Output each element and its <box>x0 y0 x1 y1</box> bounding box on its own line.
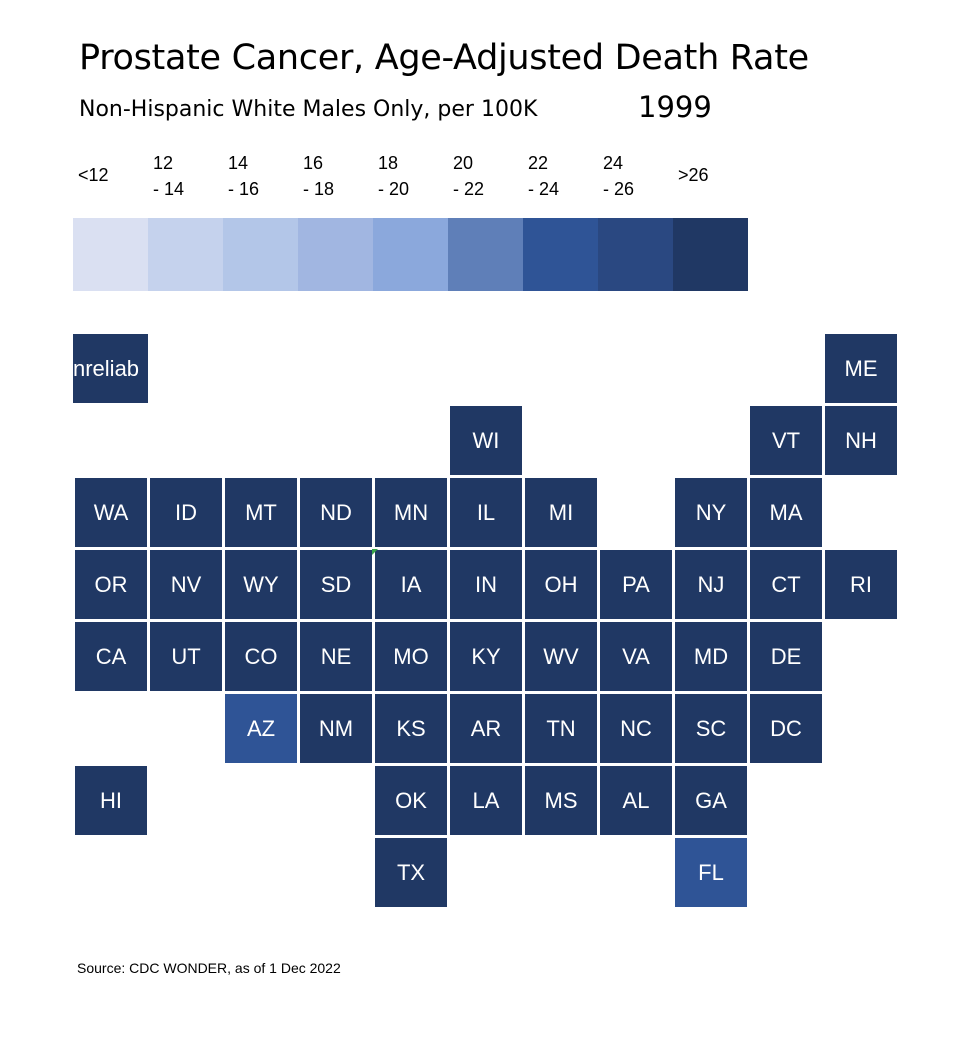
state-tile: IN <box>450 550 522 619</box>
state-tile: UT <box>150 622 222 691</box>
state-tile: CA <box>75 622 147 691</box>
state-tile: SC <box>675 694 747 763</box>
state-tile: IA <box>375 550 447 619</box>
state-tile: HI <box>75 766 147 835</box>
state-tile: TN <box>525 694 597 763</box>
legend-label: 20 - 22 <box>453 153 485 199</box>
legend-swatch <box>448 218 523 291</box>
state-tile: LA <box>450 766 522 835</box>
legend-label: 24 - 26 <box>603 153 635 199</box>
state-tile: SD <box>300 550 372 619</box>
state-tile: CT <box>750 550 822 619</box>
state-tile: MT <box>225 478 297 547</box>
state-tile: OH <box>525 550 597 619</box>
state-tile: TX <box>375 838 447 907</box>
state-tile: MA <box>750 478 822 547</box>
corner-marker <box>372 549 378 555</box>
state-tile: MI <box>525 478 597 547</box>
legend-label: 14 - 16 <box>228 153 260 199</box>
state-tile: NJ <box>675 550 747 619</box>
state-tile: CO <box>225 622 297 691</box>
state-tile: NY <box>675 478 747 547</box>
state-tile: VT <box>750 406 822 475</box>
legend-swatch <box>373 218 448 291</box>
state-tile: WY <box>225 550 297 619</box>
state-tile: MO <box>375 622 447 691</box>
chart-title: Prostate Cancer, Age-Adjusted Death Rate <box>79 38 809 78</box>
state-tile: ME <box>825 334 897 403</box>
legend-swatch <box>73 218 148 291</box>
year-label: 1999 <box>638 90 712 124</box>
chart-subtitle: Non-Hispanic White Males Only, per 100K <box>79 97 538 122</box>
state-tile: AZ <box>225 694 297 763</box>
state-tile: NC <box>600 694 672 763</box>
state-tile: KY <box>450 622 522 691</box>
state-tile: RI <box>825 550 897 619</box>
legend-swatch <box>598 218 673 291</box>
legend-label: 16 - 18 <box>303 153 335 199</box>
state-tile: IL <box>450 478 522 547</box>
legend-label: 18 - 20 <box>378 153 410 199</box>
legend-label: 22 - 24 <box>528 153 560 199</box>
state-tile: NE <box>300 622 372 691</box>
state-tile: ND <box>300 478 372 547</box>
state-tile: DE <box>750 622 822 691</box>
state-tile: NM <box>300 694 372 763</box>
state-tile: OR <box>75 550 147 619</box>
state-tile: NV <box>150 550 222 619</box>
state-tile: VA <box>600 622 672 691</box>
state-tile: AR <box>450 694 522 763</box>
state-tile: MS <box>525 766 597 835</box>
legend-swatch <box>148 218 223 291</box>
state-tile: DC <box>750 694 822 763</box>
source-note: Source: CDC WONDER, as of 1 Dec 2022 <box>77 960 341 976</box>
state-tile: NH <box>825 406 897 475</box>
state-tile: PA <box>600 550 672 619</box>
state-tile: MD <box>675 622 747 691</box>
legend-label: 12 - 14 <box>153 153 185 199</box>
state-tile: nreliab <box>73 334 148 403</box>
state-tile: OK <box>375 766 447 835</box>
state-tile: KS <box>375 694 447 763</box>
state-tile: WA <box>75 478 147 547</box>
legend-label: >26 <box>678 165 709 185</box>
state-tile: AL <box>600 766 672 835</box>
legend-label: <12 <box>78 165 109 185</box>
state-tile: MN <box>375 478 447 547</box>
legend-swatch <box>523 218 598 291</box>
legend-swatch <box>223 218 298 291</box>
state-tile: WI <box>450 406 522 475</box>
legend-swatch <box>673 218 748 291</box>
state-tile: WV <box>525 622 597 691</box>
state-tile: GA <box>675 766 747 835</box>
state-tile: ID <box>150 478 222 547</box>
legend-swatch <box>298 218 373 291</box>
state-tile: FL <box>675 838 747 907</box>
